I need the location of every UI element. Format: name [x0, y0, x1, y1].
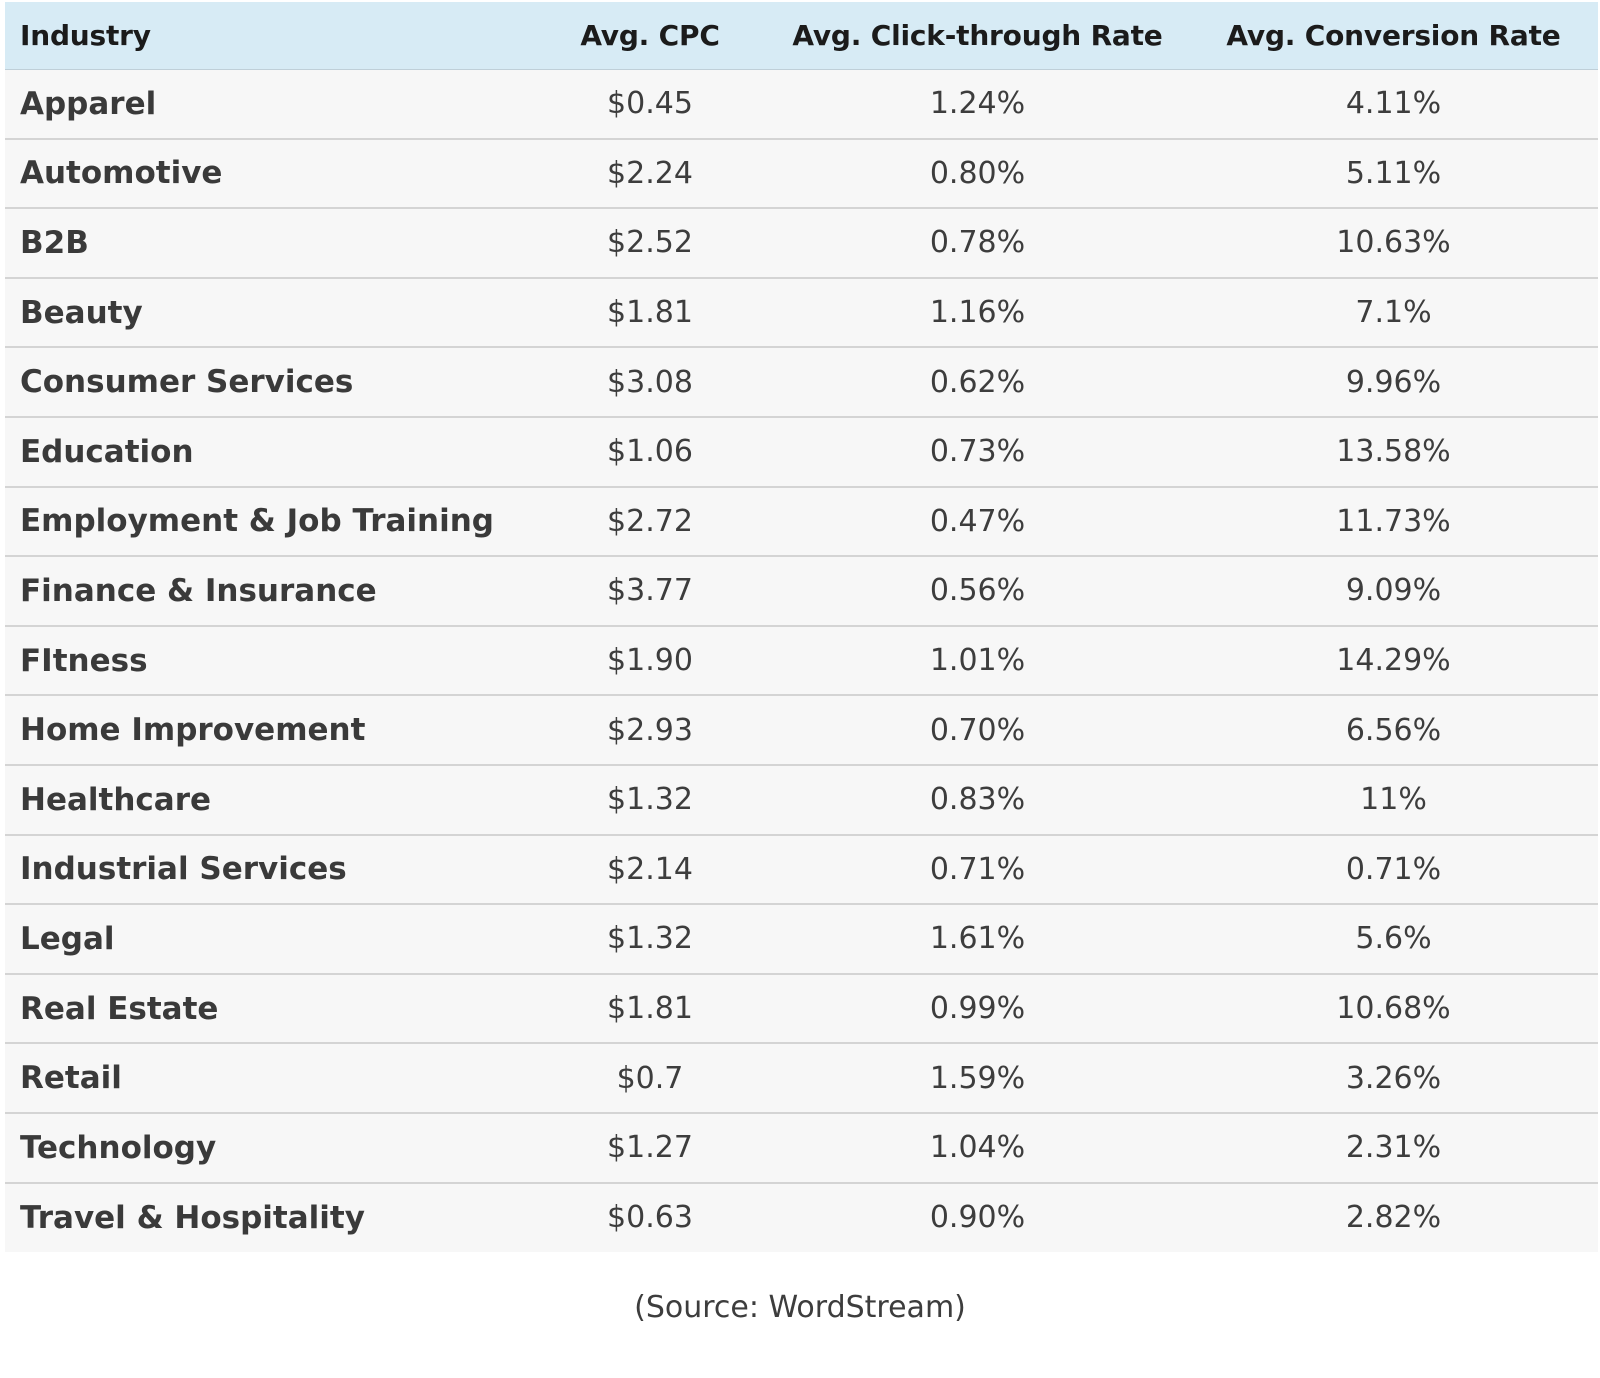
avg-cpc-cell: $1.06 — [534, 415, 766, 487]
table-header-row: Industry Avg. CPC Avg. Click-through Rat… — [5, 2, 1598, 70]
industry-cell: Employment & Job Training — [5, 485, 534, 557]
column-header-avg-cpc: Avg. CPC — [534, 2, 766, 70]
avg-conversion-rate-cell: 5.6% — [1189, 903, 1598, 974]
avg-cpc-cell: $2.24 — [534, 137, 766, 209]
table-row: FItness $1.90 1.01% 14.29% — [5, 624, 1598, 696]
table-row: B2B $2.52 0.78% 10.63% — [5, 207, 1598, 278]
table-row: Education $1.06 0.73% 13.58% — [5, 415, 1598, 487]
source-caption: (Source: WordStream) — [634, 1290, 966, 1325]
column-header-avg-ctr: Avg. Click-through Rate — [766, 2, 1189, 70]
avg-cpc-cell: $2.93 — [534, 694, 766, 765]
avg-conversion-rate-cell: 6.56% — [1189, 694, 1598, 765]
avg-conversion-rate-cell: 7.1% — [1189, 276, 1598, 348]
avg-cpc-cell: $0.63 — [534, 1181, 766, 1253]
avg-conversion-rate-cell: 11% — [1189, 763, 1598, 835]
industry-cell: Healthcare — [5, 763, 534, 835]
avg-cpc-cell: $0.45 — [607, 86, 693, 122]
industry-cell: B2B — [5, 207, 534, 278]
table-row: Healthcare $1.32 0.83% 11% — [5, 763, 1598, 835]
avg-cpc-cell: $2.72 — [534, 485, 766, 557]
avg-ctr-cell: 0.80% — [766, 137, 1189, 209]
industry-cell: Travel & Hospitality — [5, 1181, 534, 1253]
table-body: Apparel $0.45 1.24% 4.11% Automotive $2.24 0.8… — [5, 69, 1598, 1253]
avg-cpc-cell: $1.90 — [534, 624, 766, 696]
avg-ctr-cell: 0.99% — [766, 972, 1189, 1044]
industry-cell: Technology — [5, 1111, 534, 1183]
industry-cell: Beauty — [5, 276, 534, 348]
avg-cpc-cell: $1.27 — [534, 1111, 766, 1183]
industry-benchmarks-table-container: Industry Avg. CPC Avg. Click-through Rat… — [5, 2, 1598, 1253]
avg-cpc-cell: $3.08 — [534, 346, 766, 417]
avg-cpc-cell: $1.81 — [534, 276, 766, 348]
avg-cpc-cell: $2.14 — [534, 833, 766, 905]
avg-conversion-rate-cell: 9.09% — [1189, 555, 1598, 626]
avg-conversion-rate-cell: 13.58% — [1189, 415, 1598, 487]
avg-conversion-rate-cell: 3.26% — [1189, 1042, 1598, 1113]
avg-ctr-cell: 0.56% — [766, 555, 1189, 626]
avg-conversion-rate-cell: 4.11% — [1345, 86, 1442, 122]
avg-ctr-cell: 0.62% — [766, 346, 1189, 417]
table-row: Employment & Job Training $2.72 0.47% 11.73… — [5, 485, 1598, 557]
table-row: Automotive $2.24 0.80% 5.11% — [5, 137, 1598, 209]
industry-cell: Education — [5, 415, 534, 487]
table-row: Home Improvement $2.93 0.70% 6.56% — [5, 694, 1598, 765]
table-row: Apparel $0.45 1.24% 4.11% — [5, 69, 1598, 139]
industry-cell: Industrial Services — [5, 833, 534, 905]
industry-cell: Legal — [5, 903, 534, 974]
industry-cell: Finance & Insurance — [5, 555, 534, 626]
industry-cell: Apparel — [20, 85, 157, 122]
avg-ctr-cell: 1.61% — [766, 903, 1189, 974]
table-row: Real Estate $1.81 0.99% 10.68% — [5, 972, 1598, 1044]
industry-cell: Real Estate — [5, 972, 534, 1044]
avg-conversion-rate-cell: 2.31% — [1189, 1111, 1598, 1183]
avg-ctr-cell: 0.73% — [766, 415, 1189, 487]
industry-cell: Retail — [5, 1042, 534, 1113]
table-row: Travel & Hospitality $0.63 0.90% 2.82% — [5, 1181, 1598, 1253]
avg-conversion-rate-cell: 14.29% — [1189, 624, 1598, 696]
avg-ctr-cell: 0.78% — [766, 207, 1189, 278]
avg-conversion-rate-cell: 2.82% — [1189, 1181, 1598, 1253]
avg-conversion-rate-cell: 10.63% — [1189, 207, 1598, 278]
column-header-avg-conversion-rate: Avg. Conversion Rate — [1189, 2, 1598, 70]
avg-conversion-rate-cell: 0.71% — [1189, 833, 1598, 905]
table-row: Industrial Services $2.14 0.71% 0.71% — [5, 833, 1598, 905]
table-header: Industry Avg. CPC Avg. Click-through Rat… — [5, 2, 1598, 70]
avg-ctr-cell: 1.01% — [766, 624, 1189, 696]
table-row: Retail $0.7 1.59% 3.26% — [5, 1042, 1598, 1113]
avg-ctr-cell: 1.16% — [766, 276, 1189, 348]
table-row: Technology $1.27 1.04% 2.31% — [5, 1111, 1598, 1183]
column-header-industry: Industry — [5, 2, 534, 70]
avg-cpc-cell: $1.81 — [534, 972, 766, 1044]
table-row: Legal $1.32 1.61% 5.6% — [5, 903, 1598, 974]
avg-conversion-rate-cell: 11.73% — [1189, 485, 1598, 557]
avg-cpc-cell: $3.77 — [534, 555, 766, 626]
avg-cpc-cell: $2.52 — [534, 207, 766, 278]
avg-cpc-cell: $1.32 — [534, 903, 766, 974]
avg-ctr-cell: 1.04% — [766, 1111, 1189, 1183]
industry-benchmarks-table: Industry Avg. CPC Avg. Click-through Rat… — [5, 2, 1598, 1253]
industry-cell: Consumer Services — [5, 346, 534, 417]
table-row: Consumer Services $3.08 0.62% 9.96% — [5, 346, 1598, 417]
table-row: Beauty $1.81 1.16% 7.1% — [5, 276, 1598, 348]
avg-ctr-cell: 0.71% — [766, 833, 1189, 905]
avg-ctr-cell: 0.47% — [766, 485, 1189, 557]
avg-ctr-cell: 1.24% — [929, 86, 1026, 122]
avg-ctr-cell: 1.59% — [766, 1042, 1189, 1113]
industry-cell: FItness — [5, 624, 534, 696]
avg-cpc-cell: $0.7 — [534, 1042, 766, 1113]
avg-conversion-rate-cell: 5.11% — [1189, 137, 1598, 209]
avg-conversion-rate-cell: 9.96% — [1189, 346, 1598, 417]
industry-cell: Home Improvement — [5, 694, 534, 765]
table-row: Finance & Insurance $3.77 0.56% 9.09% — [5, 555, 1598, 626]
industry-cell: Automotive — [5, 137, 534, 209]
avg-cpc-cell: $1.32 — [534, 763, 766, 835]
avg-ctr-cell: 0.83% — [766, 763, 1189, 835]
avg-conversion-rate-cell: 10.68% — [1189, 972, 1598, 1044]
avg-ctr-cell: 0.90% — [766, 1181, 1189, 1253]
avg-ctr-cell: 0.70% — [766, 694, 1189, 765]
